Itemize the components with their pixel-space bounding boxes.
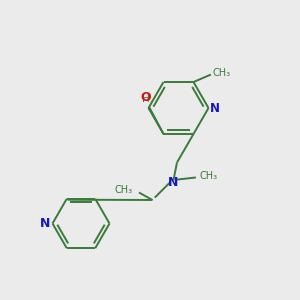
Text: N: N [168, 176, 178, 189]
Text: CH₃: CH₃ [115, 185, 133, 195]
Text: O: O [141, 91, 152, 104]
Text: CH₃: CH₃ [212, 68, 230, 78]
Text: N: N [210, 101, 220, 115]
Text: CH₃: CH₃ [200, 171, 218, 181]
Text: H: H [142, 94, 150, 104]
Text: N: N [40, 217, 50, 230]
